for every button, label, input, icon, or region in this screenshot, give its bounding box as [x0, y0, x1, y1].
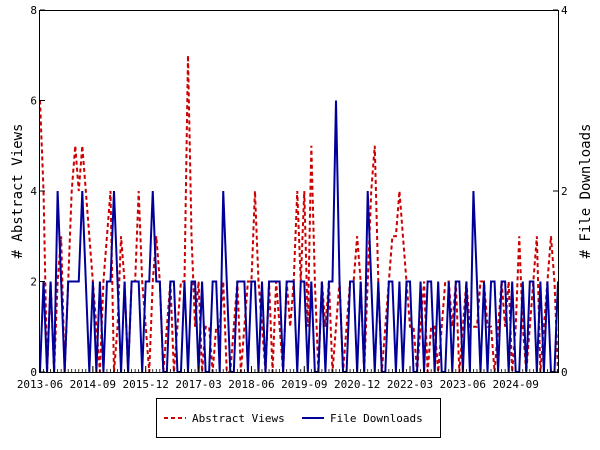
y-axis-right-title: # File Downloads: [578, 124, 594, 259]
y-left-tick-label: 2: [30, 276, 37, 289]
legend: Abstract Views File Downloads: [156, 398, 441, 438]
x-tick-label: 2015-12: [123, 378, 169, 391]
legend-label-abstract-views: Abstract Views: [192, 412, 285, 425]
ticks-layer: 0 2 4 6 8 0 2 4 2013-06 2014-09 2015-12 2017-03 2018…: [17, 4, 568, 391]
x-tick-label: 2022-03: [387, 378, 433, 391]
x-tick-label: 2017-03: [175, 378, 221, 391]
x-tick-label: 2019-09: [281, 378, 327, 391]
y-axis-left-title: # Abstract Views: [10, 124, 26, 259]
y-left-tick-label: 8: [30, 4, 37, 17]
y-left-tick-label: 6: [30, 95, 37, 108]
plot-frame: [39, 10, 559, 373]
x-tick-label: 2020-12: [334, 378, 380, 391]
y-right-tick-label: 4: [561, 4, 568, 17]
legend-box: [156, 398, 441, 438]
x-tick-label: 2013-06: [17, 378, 63, 391]
series-line-file-downloads: [39, 100, 559, 373]
x-tick-label: 2024-09: [493, 378, 539, 391]
y-left-tick-label: 0: [30, 366, 37, 379]
series-layer: [39, 55, 559, 373]
y-right-tick-label: 0: [561, 366, 568, 379]
legend-label-file-downloads: File Downloads: [330, 412, 423, 425]
y-left-tick-label: 4: [30, 185, 37, 198]
x-tick-label: 2018-06: [228, 378, 274, 391]
x-tick-label: 2014-09: [70, 378, 116, 391]
x-tick-label: 2023-06: [440, 378, 486, 391]
y-right-tick-label: 2: [561, 185, 568, 198]
